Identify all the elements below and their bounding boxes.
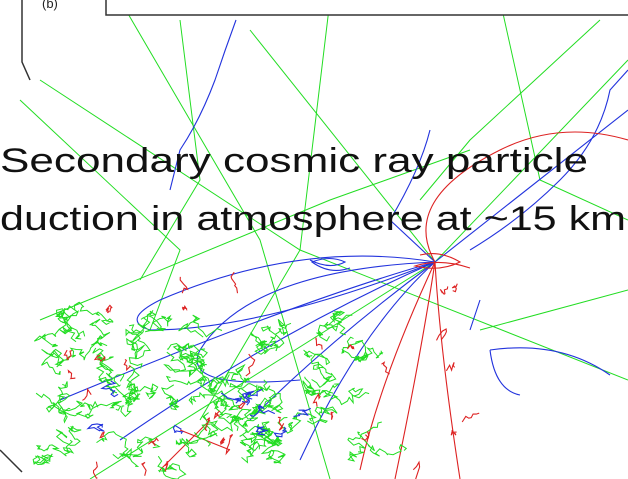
header-box	[106, 0, 628, 15]
figure: (b) Secondary cosmic ray particle ductio…	[0, 0, 628, 479]
caption-line: Secondary cosmic ray particle	[0, 142, 588, 180]
page: (b) Secondary cosmic ray particle ductio…	[0, 0, 628, 479]
panel-label: (b)	[42, 0, 58, 11]
caption-line: duction in atmosphere at ~15 km	[0, 200, 626, 238]
